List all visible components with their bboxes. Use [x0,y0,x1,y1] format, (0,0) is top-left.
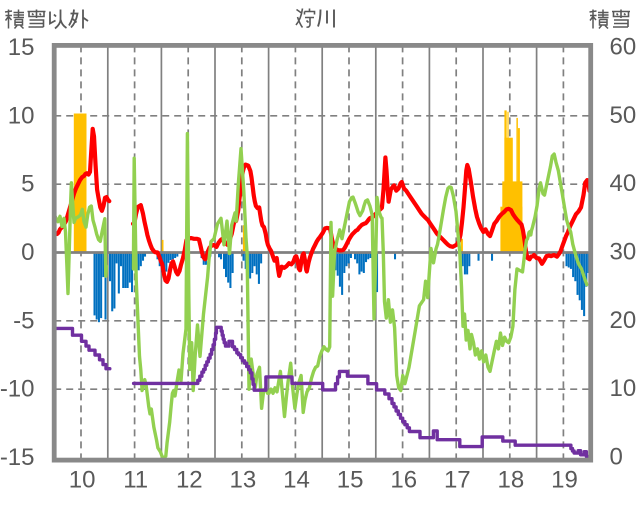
svg-text:10: 10 [8,102,35,129]
svg-text:-10: -10 [0,376,35,403]
svg-text:15: 15 [8,34,35,61]
svg-text:12: 12 [176,467,203,494]
svg-text:5: 5 [21,171,34,198]
svg-text:10: 10 [69,467,96,494]
svg-text:30: 30 [610,239,636,266]
svg-text:13: 13 [230,467,257,494]
svg-text:15: 15 [337,467,364,494]
svg-text:16: 16 [390,467,417,494]
svg-text:-15: -15 [0,444,35,471]
svg-text:14: 14 [283,467,310,494]
svg-text:20: 20 [610,307,636,334]
svg-text:10: 10 [610,375,636,402]
svg-text:19: 19 [551,467,578,494]
svg-text:17: 17 [444,467,471,494]
svg-text:0: 0 [21,239,34,266]
svg-text:60: 60 [610,34,636,61]
svg-text:40: 40 [610,170,636,197]
svg-text:18: 18 [498,467,525,494]
svg-text:0: 0 [610,444,623,471]
svg-text:11: 11 [123,467,148,494]
svg-text:-5: -5 [13,307,34,334]
svg-text:50: 50 [610,102,636,129]
